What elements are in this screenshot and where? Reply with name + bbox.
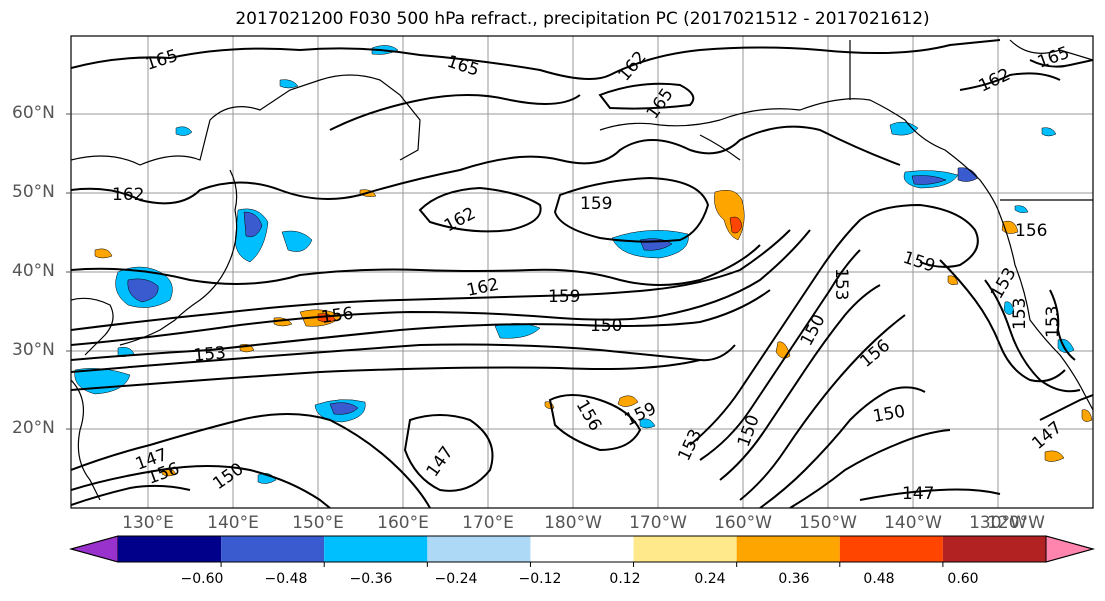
lon-label: 150°E <box>292 513 344 533</box>
lon-label: 180°W <box>544 513 602 533</box>
contour-label: 153 <box>1043 306 1063 338</box>
lon-label: 150°W <box>799 513 857 533</box>
lon-label: 140°E <box>207 513 259 533</box>
lon-label: 170°W <box>629 513 687 533</box>
contour-label: 153 <box>1010 298 1030 330</box>
contour-lines <box>71 39 1093 508</box>
contour-label: 156 <box>1015 221 1047 241</box>
colorbar-tick-label: −0.24 <box>434 571 478 587</box>
colorbar-tick-label: 0.24 <box>694 571 726 587</box>
colorbar-outline <box>69 535 1095 563</box>
lon-label: 160°E <box>377 513 429 533</box>
lat-label-50n: 50°N <box>12 182 55 202</box>
contour-label: 159 <box>580 194 612 214</box>
lon-label: 130°W <box>969 513 1027 533</box>
lon-label: 140°W <box>884 513 942 533</box>
colorbar-extend-low <box>69 535 119 563</box>
colorbar-segment <box>942 536 1046 562</box>
colorbar-tick-label: 0.12 <box>609 571 641 587</box>
colorbar-tick-label: 0.36 <box>778 571 810 587</box>
colorbar-tick-label: −0.60 <box>180 571 224 587</box>
lon-label: 130°E <box>122 513 174 533</box>
colorbar-segment <box>427 536 531 562</box>
lon-label: 120°W <box>987 513 1045 533</box>
colorbar-segment <box>633 536 737 562</box>
colorbar-segment <box>324 536 428 562</box>
colorbar <box>69 535 1095 567</box>
colorbar-segment <box>839 536 943 562</box>
coastlines <box>71 39 1093 501</box>
contour-label: 153 <box>193 343 227 366</box>
precip-shading <box>74 45 1093 484</box>
colorbar-extend-high <box>1045 535 1095 563</box>
tick-marks <box>66 113 71 430</box>
lat-label-40n: 40°N <box>12 261 55 281</box>
colorbar-tick-label: 0.48 <box>863 571 895 587</box>
colorbar-segment <box>530 536 634 562</box>
lat-label-60n: 60°N <box>12 103 55 123</box>
colorbar-segment <box>221 536 325 562</box>
colorbar-tick-label: 0.60 <box>947 571 979 587</box>
colorbar-tick-label: −0.12 <box>518 571 562 587</box>
contour-label: 153 <box>831 268 851 300</box>
contour-label: 156 <box>320 304 355 328</box>
colorbar-segment <box>118 536 222 562</box>
lat-label-20n: 20°N <box>12 418 55 438</box>
colorbar-tick-label: −0.36 <box>349 571 393 587</box>
map-title: 2017021200 F030 500 hPa refract., precip… <box>235 9 930 29</box>
contour-label: 150 <box>590 316 622 336</box>
colorbar-segment <box>736 536 840 562</box>
colorbar-tick-label: −0.48 <box>264 571 308 587</box>
contour-label: 147 <box>902 484 934 504</box>
contour-label: 162 <box>112 185 144 205</box>
contour-label: 159 <box>548 287 580 307</box>
lon-label: 160°W <box>714 513 772 533</box>
lat-label-30n: 30°N <box>12 340 55 360</box>
lon-label: 170°E <box>462 513 514 533</box>
